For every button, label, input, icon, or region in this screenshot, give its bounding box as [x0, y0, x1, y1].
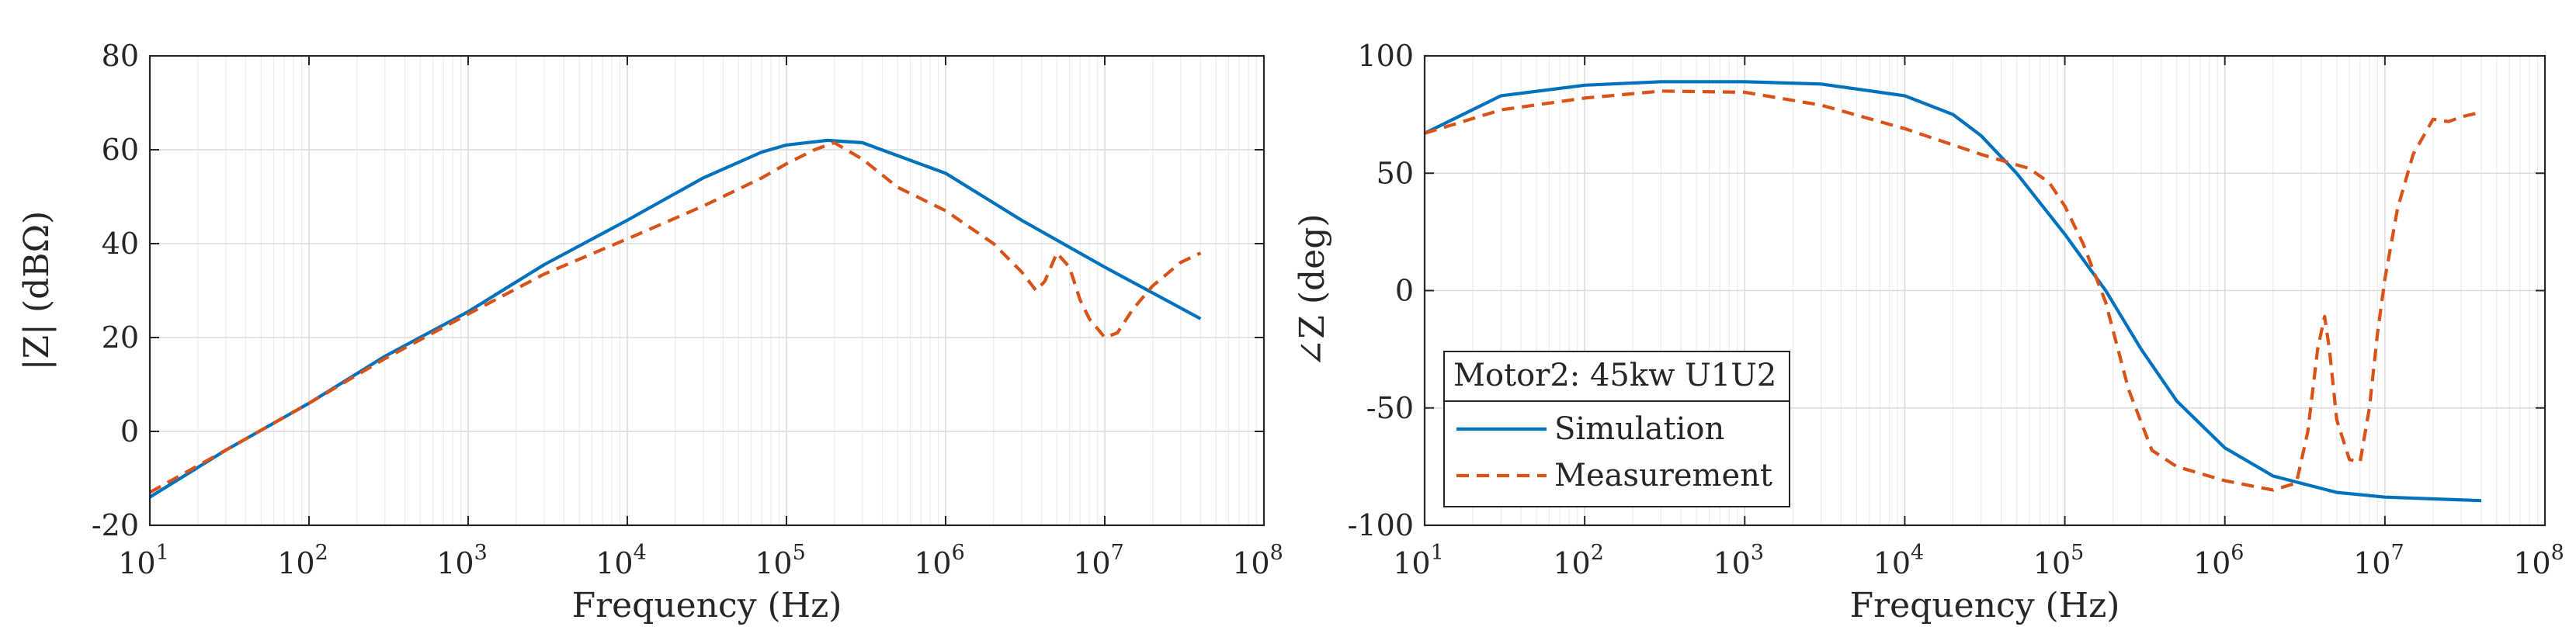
x-tick-label: 106: [914, 541, 965, 580]
x-tick-label: 105: [755, 541, 806, 580]
x-tick-label: 101: [1393, 541, 1444, 580]
y-tick-label: 80: [102, 39, 139, 73]
y-tick-label: 20: [102, 320, 139, 355]
x-tick-label: 107: [2353, 541, 2404, 580]
y-tick-label: 60: [102, 133, 139, 167]
x-axis: 101 102 103 104 105 106 107 108: [1393, 56, 2564, 580]
magnitude-panel: 101 102 103 104 105 106 107 108 -20 0 20 40 60 80 Freq…: [17, 39, 1283, 625]
y-tick-label: 0: [1395, 274, 1414, 308]
x-tick-label: 108: [1232, 541, 1283, 580]
legend: Motor2: 45kw U1U2 Simulation Measurement: [1443, 351, 1790, 507]
x-tick-label: 102: [277, 541, 328, 580]
y-tick-label: -20: [92, 508, 139, 542]
x-tick-label: 103: [436, 541, 488, 580]
x-tick-label: 107: [1073, 541, 1124, 580]
y-tick-label: 40: [102, 227, 139, 261]
y-axis-label: |Z| (dBΩ): [17, 211, 57, 371]
legend-title: Motor2: 45kw U1U2: [1453, 358, 1776, 393]
phase-panel: 101 102 103 104 105 106 107 108 -100 -50 0 50 100 Fre…: [1293, 39, 2564, 625]
x-tick-label: 108: [2513, 541, 2564, 580]
x-tick-label: 105: [2033, 541, 2085, 580]
y-tick-label: 50: [1377, 156, 1414, 190]
y-tick-label: -100: [1348, 508, 1414, 542]
x-axis-label: Frequency (Hz): [572, 586, 842, 625]
legend-label-simulation: Simulation: [1554, 411, 1724, 447]
x-tick-label: 104: [595, 541, 647, 580]
x-axis: 101 102 103 104 105 106 107 108: [118, 56, 1283, 580]
x-axis-label: Frequency (Hz): [1850, 586, 2120, 625]
y-axis: -100 -50 0 50 100: [1348, 39, 2545, 542]
y-tick-label: 0: [120, 414, 139, 448]
y-axis-label: ∠Z (deg): [1293, 213, 1332, 367]
series-simulation-line: [1424, 80, 2482, 503]
y-tick-label: 100: [1357, 39, 1414, 73]
x-tick-label: 104: [1873, 541, 1925, 580]
series-measurement-line: [1424, 89, 2482, 492]
y-axis: -20 0 20 40 60 80: [92, 39, 1264, 542]
x-tick-label: 106: [2193, 541, 2244, 580]
x-tick-label: 101: [118, 541, 169, 580]
plot-frame: [148, 54, 1265, 527]
x-tick-label: 103: [1713, 541, 1765, 580]
y-tick-label: -50: [1366, 391, 1414, 425]
grid: [149, 55, 1265, 526]
x-tick-label: 102: [1553, 541, 1604, 580]
legend-label-measurement: Measurement: [1554, 458, 1772, 493]
